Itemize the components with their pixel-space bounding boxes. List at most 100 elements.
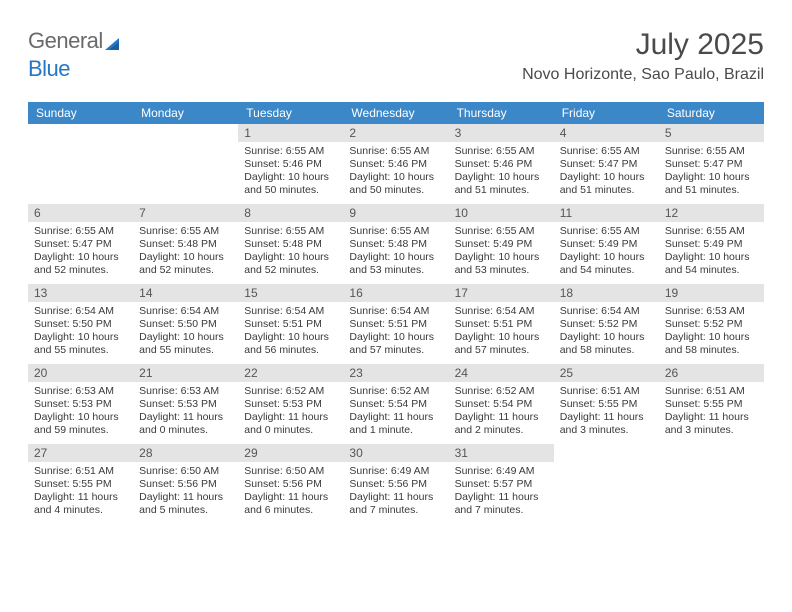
day-cell: 17Sunrise: 6:54 AMSunset: 5:51 PMDayligh… — [449, 284, 554, 364]
daylight-text: Daylight: 10 hours and 53 minutes. — [455, 251, 548, 277]
sunrise-text: Sunrise: 6:52 AM — [244, 385, 337, 398]
day-number: 6 — [28, 204, 133, 222]
day-number: 9 — [343, 204, 448, 222]
sunset-text: Sunset: 5:47 PM — [665, 158, 758, 171]
day-body: Sunrise: 6:55 AMSunset: 5:47 PMDaylight:… — [554, 142, 659, 202]
day-number: 28 — [133, 444, 238, 462]
sunset-text: Sunset: 5:57 PM — [455, 478, 548, 491]
sunrise-text: Sunrise: 6:53 AM — [665, 305, 758, 318]
daylight-text: Daylight: 10 hours and 54 minutes. — [665, 251, 758, 277]
daylight-text: Daylight: 10 hours and 58 minutes. — [560, 331, 653, 357]
daylight-text: Daylight: 10 hours and 56 minutes. — [244, 331, 337, 357]
day-number: 20 — [28, 364, 133, 382]
brand-text: GeneralBlue — [28, 28, 123, 82]
sunrise-text: Sunrise: 6:55 AM — [349, 145, 442, 158]
day-body: Sunrise: 6:52 AMSunset: 5:54 PMDaylight:… — [449, 382, 554, 442]
sunrise-text: Sunrise: 6:52 AM — [349, 385, 442, 398]
day-cell: 25Sunrise: 6:51 AMSunset: 5:55 PMDayligh… — [554, 364, 659, 444]
sunset-text: Sunset: 5:54 PM — [349, 398, 442, 411]
daylight-text: Daylight: 10 hours and 57 minutes. — [349, 331, 442, 357]
day-cell: 13Sunrise: 6:54 AMSunset: 5:50 PMDayligh… — [28, 284, 133, 364]
day-body: Sunrise: 6:49 AMSunset: 5:56 PMDaylight:… — [343, 462, 448, 522]
day-cell: 11Sunrise: 6:55 AMSunset: 5:49 PMDayligh… — [554, 204, 659, 284]
sunrise-text: Sunrise: 6:55 AM — [560, 145, 653, 158]
day-body: Sunrise: 6:55 AMSunset: 5:48 PMDaylight:… — [343, 222, 448, 282]
daylight-text: Daylight: 11 hours and 1 minute. — [349, 411, 442, 437]
day-body: Sunrise: 6:49 AMSunset: 5:57 PMDaylight:… — [449, 462, 554, 522]
week-row: 27Sunrise: 6:51 AMSunset: 5:55 PMDayligh… — [28, 444, 764, 524]
dow-header-cell: Friday — [554, 102, 659, 124]
day-cell: 27Sunrise: 6:51 AMSunset: 5:55 PMDayligh… — [28, 444, 133, 524]
daylight-text: Daylight: 11 hours and 0 minutes. — [244, 411, 337, 437]
sunset-text: Sunset: 5:47 PM — [34, 238, 127, 251]
day-cell: 21Sunrise: 6:53 AMSunset: 5:53 PMDayligh… — [133, 364, 238, 444]
page-header: GeneralBlue July 2025 Novo Horizonte, Sa… — [28, 28, 764, 84]
sunrise-text: Sunrise: 6:51 AM — [560, 385, 653, 398]
day-body: Sunrise: 6:52 AMSunset: 5:54 PMDaylight:… — [343, 382, 448, 442]
day-body: Sunrise: 6:55 AMSunset: 5:48 PMDaylight:… — [238, 222, 343, 282]
day-cell: 14Sunrise: 6:54 AMSunset: 5:50 PMDayligh… — [133, 284, 238, 364]
dow-header-cell: Wednesday — [343, 102, 448, 124]
sunset-text: Sunset: 5:49 PM — [455, 238, 548, 251]
sunrise-text: Sunrise: 6:55 AM — [34, 225, 127, 238]
sunrise-text: Sunrise: 6:54 AM — [455, 305, 548, 318]
dow-header-cell: Monday — [133, 102, 238, 124]
sunset-text: Sunset: 5:50 PM — [34, 318, 127, 331]
week-row: 13Sunrise: 6:54 AMSunset: 5:50 PMDayligh… — [28, 284, 764, 364]
day-cell: 2Sunrise: 6:55 AMSunset: 5:46 PMDaylight… — [343, 124, 448, 204]
daylight-text: Daylight: 11 hours and 0 minutes. — [139, 411, 232, 437]
daylight-text: Daylight: 10 hours and 50 minutes. — [244, 171, 337, 197]
daylight-text: Daylight: 10 hours and 52 minutes. — [139, 251, 232, 277]
title-block: July 2025 Novo Horizonte, Sao Paulo, Bra… — [522, 28, 764, 84]
day-cell: 3Sunrise: 6:55 AMSunset: 5:46 PMDaylight… — [449, 124, 554, 204]
day-number: 10 — [449, 204, 554, 222]
day-number: 19 — [659, 284, 764, 302]
day-body: Sunrise: 6:54 AMSunset: 5:50 PMDaylight:… — [133, 302, 238, 362]
day-body: Sunrise: 6:54 AMSunset: 5:52 PMDaylight:… — [554, 302, 659, 362]
daylight-text: Daylight: 10 hours and 59 minutes. — [34, 411, 127, 437]
sunrise-text: Sunrise: 6:55 AM — [455, 145, 548, 158]
daylight-text: Daylight: 11 hours and 7 minutes. — [455, 491, 548, 517]
day-cell — [133, 124, 238, 204]
day-body: Sunrise: 6:55 AMSunset: 5:49 PMDaylight:… — [554, 222, 659, 282]
daylight-text: Daylight: 10 hours and 58 minutes. — [665, 331, 758, 357]
day-cell: 9Sunrise: 6:55 AMSunset: 5:48 PMDaylight… — [343, 204, 448, 284]
sunset-text: Sunset: 5:55 PM — [560, 398, 653, 411]
week-row: 1Sunrise: 6:55 AMSunset: 5:46 PMDaylight… — [28, 124, 764, 204]
day-number: 31 — [449, 444, 554, 462]
day-number: 24 — [449, 364, 554, 382]
dow-header-cell: Sunday — [28, 102, 133, 124]
day-body: Sunrise: 6:53 AMSunset: 5:52 PMDaylight:… — [659, 302, 764, 362]
day-number — [28, 124, 133, 142]
day-number — [554, 444, 659, 462]
day-body: Sunrise: 6:50 AMSunset: 5:56 PMDaylight:… — [238, 462, 343, 522]
day-number: 2 — [343, 124, 448, 142]
sunset-text: Sunset: 5:56 PM — [349, 478, 442, 491]
location-subtitle: Novo Horizonte, Sao Paulo, Brazil — [522, 66, 764, 84]
daylight-text: Daylight: 10 hours and 57 minutes. — [455, 331, 548, 357]
day-number: 26 — [659, 364, 764, 382]
daylight-text: Daylight: 11 hours and 2 minutes. — [455, 411, 548, 437]
daylight-text: Daylight: 10 hours and 55 minutes. — [34, 331, 127, 357]
day-cell: 10Sunrise: 6:55 AMSunset: 5:49 PMDayligh… — [449, 204, 554, 284]
dow-header-cell: Saturday — [659, 102, 764, 124]
sunset-text: Sunset: 5:48 PM — [139, 238, 232, 251]
day-body: Sunrise: 6:55 AMSunset: 5:48 PMDaylight:… — [133, 222, 238, 282]
sunset-text: Sunset: 5:46 PM — [244, 158, 337, 171]
sunrise-text: Sunrise: 6:49 AM — [349, 465, 442, 478]
day-body: Sunrise: 6:54 AMSunset: 5:51 PMDaylight:… — [449, 302, 554, 362]
sunset-text: Sunset: 5:48 PM — [349, 238, 442, 251]
week-row: 6Sunrise: 6:55 AMSunset: 5:47 PMDaylight… — [28, 204, 764, 284]
day-cell — [659, 444, 764, 524]
sunrise-text: Sunrise: 6:54 AM — [560, 305, 653, 318]
sunrise-text: Sunrise: 6:50 AM — [139, 465, 232, 478]
daylight-text: Daylight: 11 hours and 7 minutes. — [349, 491, 442, 517]
sunrise-text: Sunrise: 6:49 AM — [455, 465, 548, 478]
sunset-text: Sunset: 5:47 PM — [560, 158, 653, 171]
daylight-text: Daylight: 10 hours and 54 minutes. — [560, 251, 653, 277]
sunset-text: Sunset: 5:56 PM — [244, 478, 337, 491]
day-body: Sunrise: 6:55 AMSunset: 5:49 PMDaylight:… — [659, 222, 764, 282]
sunrise-text: Sunrise: 6:55 AM — [139, 225, 232, 238]
day-cell: 26Sunrise: 6:51 AMSunset: 5:55 PMDayligh… — [659, 364, 764, 444]
day-number: 17 — [449, 284, 554, 302]
